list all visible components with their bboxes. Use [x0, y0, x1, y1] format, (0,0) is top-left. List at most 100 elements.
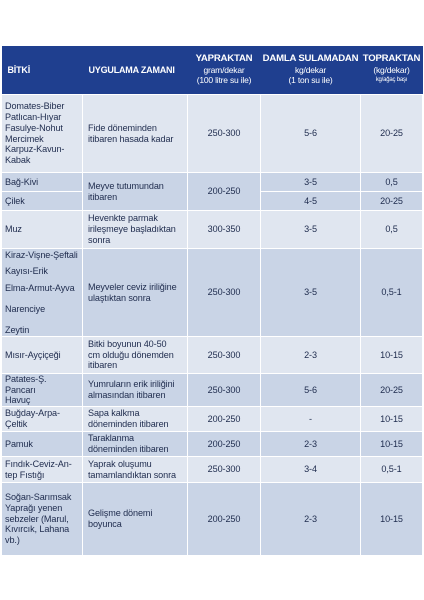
application-cell: Sapa kalkma döneminden itibaren [82, 406, 188, 433]
soil-dose-cell: 10-15 [360, 336, 423, 374]
crop-cell: Bağ-Kivi [1, 172, 83, 192]
crop-cell: Muz [1, 210, 83, 249]
soil-dose-cell: 10-15 [360, 482, 423, 557]
drip-dose-cell: 2-3 [260, 431, 361, 458]
crop-name: Havuç [5, 395, 31, 406]
header-leaf-note: (100 litre su ile) [196, 75, 252, 86]
header-drip-title: DAMLA SULAMADAN [262, 53, 359, 65]
crop-cell: Patates-Ş. Pancarı Havuç [1, 372, 83, 408]
leaf-dose-cell: 250-300 [187, 456, 261, 484]
soil-dose-cell: 20-25 [360, 372, 423, 408]
crop-cell: Soğan-Sarımsak Yaprağı yenen sebzeler (M… [1, 482, 83, 557]
application-cell: Hevenkte parmak irileşmeye başladıktan s… [82, 210, 188, 249]
crop-name: Domates-Biber [5, 101, 65, 112]
leaf-dose-cell: 250-300 [187, 94, 261, 173]
application-cell: Taraklanma döneminden itibaren [82, 431, 188, 458]
crop-name: Patates-Ş. Pancarı [5, 374, 47, 395]
header-leaf-unit: gram/dekar [203, 64, 245, 75]
table-header-row: BİTKİ UYGULAMA ZAMANI YAPRAKTAN gram/dek… [1, 46, 423, 95]
crop-name: Buğday-Arpa- [5, 408, 60, 419]
application-text: Gelişme dönemi [88, 508, 153, 519]
soil-dose-cell: 0,5 [360, 172, 423, 192]
header-soil-note: kg/ağaç başı [375, 77, 408, 84]
crop-cell: Mısır-Ayçiçeği [1, 336, 83, 374]
application-text: Hevenkte parmak [88, 213, 158, 224]
fertilizer-table-container: BİTKİ UYGULAMA ZAMANI YAPRAKTAN gram/dek… [1, 46, 423, 557]
crop-name: Kabak [5, 154, 31, 165]
application-text: döneminden itibaren [88, 444, 169, 455]
application-text: tamamlandıktan sonra [88, 469, 176, 480]
header-drip-note: (1 ton su ile) [288, 75, 333, 86]
crop-name: Narenciye [5, 303, 46, 314]
header-drip-unit: kg/dekar [294, 64, 326, 75]
header-leaf: YAPRAKTAN gram/dekar (100 litre su ile) [187, 46, 261, 95]
crop-name: Soğan-Sarımsak [5, 492, 72, 503]
application-text: irileşmeye başladıktan [88, 224, 176, 235]
crop-name: Karpuz-Kavun- [5, 144, 65, 155]
application-text: boyunca [88, 519, 122, 530]
crop-name: Elma-Armut-Ayva [5, 283, 75, 294]
application-text: Meyveler ceviz iriliğine [88, 281, 177, 292]
soil-dose-cell: 0,5-1 [360, 248, 423, 337]
crop-cell: Pamuk [1, 431, 83, 458]
drip-dose-cell: 5-6 [260, 94, 361, 173]
soil-dose-cell: 0,5 [360, 210, 423, 249]
crop-name: Pamuk [5, 438, 33, 449]
application-cell: Gelişme dönemi boyunca [82, 482, 188, 557]
application-text: döneminden itibaren [88, 419, 169, 430]
application-cell: Bitki boyunun 40-50 cm olduğu dönemden i… [82, 336, 188, 374]
crop-name: Patlıcan-Hıyar [5, 112, 62, 123]
table-row: Soğan-Sarımsak Yaprağı yenen sebzeler (M… [1, 482, 423, 557]
crop-cell: Fındık-Ceviz-An- tep Fıstığı [1, 456, 83, 484]
drip-dose-cell: 2-3 [260, 482, 361, 557]
header-drip: DAMLA SULAMADAN kg/dekar (1 ton su ile) [260, 46, 361, 95]
application-cell: Fide döneminden itibaren hasada kadar [82, 94, 188, 173]
crop-name: Muz [5, 224, 22, 235]
crop-name: Kiraz-Vişne-Şeftali [5, 249, 78, 260]
header-leaf-title: YAPRAKTAN [195, 53, 253, 65]
crop-cell: Domates-Biber Patlıcan-Hıyar Fasulye-Noh… [1, 94, 83, 173]
soil-dose-cell: 0,5-1 [360, 456, 423, 484]
leaf-dose-cell: 200-250 [187, 172, 261, 211]
crop-cell: Buğday-Arpa- Çeltik [1, 406, 83, 433]
application-text: Sapa kalkma [88, 408, 140, 419]
table-row: Domates-Biber Patlıcan-Hıyar Fasulye-Noh… [1, 94, 423, 173]
crop-name: sebzeler (Marul, [5, 513, 69, 524]
leaf-dose-cell: 250-300 [187, 336, 261, 374]
leaf-dose-cell: 300-350 [187, 210, 261, 249]
application-text: ulaştıktan sonra [88, 292, 151, 303]
application-text: itibaren [88, 191, 118, 202]
application-cell: Yaprak oluşumu tamamlandıktan sonra [82, 456, 188, 484]
table-row: Kiraz-Vişne-Şeftali Kayısı-Erik Elma-Arm… [1, 248, 423, 337]
application-cell: Yumruların erik iriliğini almasından iti… [82, 372, 188, 408]
application-text: Fide döneminden [88, 122, 157, 133]
table-row: Patates-Ş. Pancarı Havuç Yumruların erik… [1, 372, 423, 408]
leaf-dose-cell: 250-300 [187, 372, 261, 408]
drip-dose-cell: 2-3 [260, 336, 361, 374]
crop-name: Fındık-Ceviz-An- [5, 458, 72, 469]
drip-dose-cell: 3-5 [260, 210, 361, 249]
header-soil-unit: (kg/dekar) [373, 64, 410, 75]
application-text: Meyve tutumundan [88, 180, 164, 191]
leaf-dose-cell: 200-250 [187, 406, 261, 433]
table-row: Fındık-Ceviz-An- tep Fıstığı Yaprak oluş… [1, 456, 423, 484]
header-soil-title: TOPRAKTAN [362, 53, 421, 65]
drip-dose-cell: 3-5 [260, 172, 361, 192]
application-text: sonra [88, 234, 111, 245]
application-text: cm olduğu dönemden [88, 349, 174, 360]
crop-name: tep Fıstığı [5, 469, 45, 480]
header-soil: TOPRAKTAN (kg/dekar) kg/ağaç başı [360, 46, 423, 95]
table-row: Muz Hevenkte parmak irileşmeye başladıkt… [1, 210, 423, 249]
crop-name: Kıvırcık, Lahana [5, 524, 70, 535]
application-text: Taraklanma [88, 433, 135, 444]
leaf-dose-cell: 200-250 [187, 431, 261, 458]
drip-dose-cell: 3-5 [260, 248, 361, 337]
application-text: Yumruların erik iriliğini [88, 379, 175, 390]
crop-cell: Kiraz-Vişne-Şeftali Kayısı-Erik Elma-Arm… [1, 248, 83, 337]
soil-dose-cell: 10-15 [360, 406, 423, 433]
crop-name: vb.) [5, 535, 20, 546]
crop-name: Fasulye-Nohut [5, 122, 63, 133]
application-text: almasından itibaren [88, 390, 166, 401]
application-text: Yaprak oluşumu [88, 458, 152, 469]
crop-name: Çilek [5, 195, 25, 206]
